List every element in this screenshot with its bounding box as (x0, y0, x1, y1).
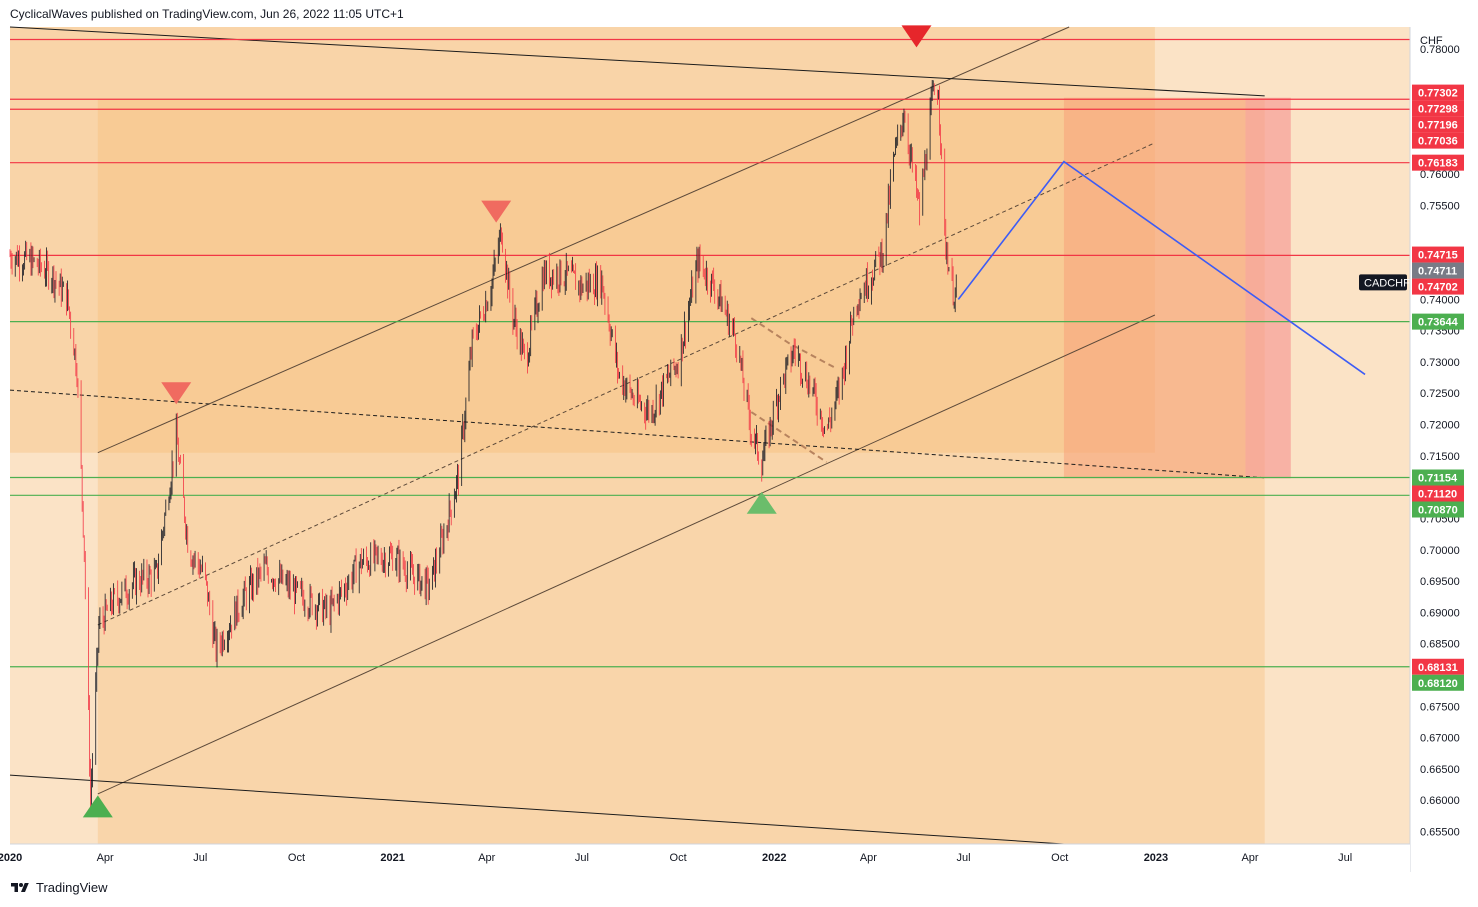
price-label-4: 0.76183 (1418, 158, 1458, 170)
outer-line-1 (9, 774, 1064, 845)
time-tick-14: Jul (1338, 852, 1352, 864)
time-tick-11: Oct (1051, 852, 1068, 864)
price-label-2: 0.77196 (1418, 120, 1458, 132)
footer: TradingView (10, 880, 108, 895)
currency-label: CHF (1420, 35, 1443, 47)
price-tick-19: 0.66000 (1420, 795, 1460, 807)
price-tick-10: 0.71500 (1420, 451, 1460, 463)
marker-up-3 (746, 491, 777, 514)
price-axis-background[interactable] (1410, 27, 1468, 872)
time-tick-7: Oct (670, 852, 687, 864)
projection-path (957, 160, 1366, 376)
price-label-bg-7 (1412, 278, 1464, 295)
channel-upper-line (97, 26, 1070, 454)
time-tick-8: 2022 (762, 852, 786, 864)
pivot-markers (82, 25, 932, 818)
price-tick-3: 0.75500 (1420, 200, 1460, 212)
price-label-bg-6 (1412, 262, 1464, 279)
price-label-13: 0.68120 (1418, 678, 1458, 690)
marker-down-4 (901, 25, 932, 48)
outer-line-0 (9, 26, 1265, 97)
flag-upper (750, 317, 837, 370)
price-label-bg-8 (1412, 313, 1464, 330)
price-tick-7: 0.73000 (1420, 357, 1460, 369)
price-tick-8: 0.72500 (1420, 388, 1460, 400)
price-label-bg-4 (1412, 154, 1464, 171)
symbol-badge-bg (1359, 274, 1407, 291)
symbol-badge: CADCHF (1359, 274, 1410, 291)
projection-line (957, 160, 1366, 376)
price-label-9: 0.71154 (1418, 473, 1458, 485)
horizontal-levels (10, 38, 1410, 668)
target-zone-main (1063, 97, 1246, 479)
price-label-bg-0 (1412, 84, 1464, 101)
price-label-bg-1 (1412, 100, 1464, 117)
time-tick-12: 2023 (1144, 852, 1168, 864)
marker-down-1 (161, 382, 192, 405)
time-axis: 2020 Apr Jul Oct 2021 Apr Jul Oct 2022 Apr Jul Oct 2… (0, 852, 1352, 864)
time-tick-2: Jul (193, 852, 207, 864)
time-tick-6: Jul (575, 852, 589, 864)
channel-middle-line (97, 142, 1156, 626)
channel-lower-line (97, 314, 1156, 795)
price-tick-18: 0.66500 (1420, 764, 1460, 776)
price-label-bg-2 (1412, 116, 1464, 133)
price-label-bg-10 (1412, 485, 1464, 502)
price-label-7: 0.74702 (1418, 282, 1458, 294)
time-tick-10: Jul (957, 852, 971, 864)
publisher-attribution: CyclicalWaves published on TradingView.c… (10, 7, 404, 21)
price-axis: 0.780000.765000.760000.755000.745000.740… (1420, 44, 1460, 839)
price-label-8: 0.73644 (1418, 317, 1459, 329)
price-tick-13: 0.69500 (1420, 576, 1460, 588)
price-label-bg-11 (1412, 501, 1464, 518)
time-tick-4: 2021 (380, 852, 404, 864)
time-tick-13: Apr (1241, 852, 1258, 864)
price-tick-5: 0.74000 (1420, 294, 1460, 306)
flag-lower (750, 411, 828, 463)
price-label-3: 0.77036 (1418, 136, 1458, 148)
time-tick-9: Apr (860, 852, 877, 864)
price-tick-16: 0.67500 (1420, 701, 1460, 713)
footer-brand[interactable]: TradingView (36, 880, 108, 895)
price-label-1: 0.77298 (1418, 104, 1458, 116)
price-label-bg-3 (1412, 132, 1464, 149)
price-label-12: 0.68131 (1418, 662, 1458, 674)
price-tick-20: 0.65500 (1420, 826, 1460, 838)
price-tick-15: 0.68500 (1420, 639, 1460, 651)
marker-down-2 (481, 200, 512, 223)
price-label-bg-9 (1412, 469, 1464, 486)
time-tick-5: Apr (478, 852, 495, 864)
price-label-0: 0.77302 (1418, 88, 1458, 100)
trend-lines (9, 26, 1265, 845)
time-tick-3: Oct (288, 852, 305, 864)
price-label-bg-5 (1412, 246, 1464, 263)
price-label-bg-13 (1412, 674, 1464, 691)
target-zone-edge (1245, 97, 1291, 479)
symbol-badge-text: CADCHF (1364, 277, 1410, 289)
price-tick-2: 0.76000 (1420, 169, 1460, 181)
tradingview-logo-icon[interactable] (10, 881, 30, 895)
price-label-11: 0.70870 (1418, 505, 1458, 517)
price-tick-9: 0.72000 (1420, 420, 1460, 432)
price-candles (9, 79, 957, 811)
price-tick-14: 0.69000 (1420, 607, 1460, 619)
price-label-5: 0.74715 (1418, 250, 1458, 262)
price-label-6: 0.74711 (1418, 266, 1457, 278)
marker-up-0 (82, 795, 113, 818)
target-zone (1063, 97, 1291, 479)
price-tick-12: 0.70000 (1420, 545, 1460, 557)
time-tick-1: Apr (97, 852, 114, 864)
price-tick-0: 0.78000 (1420, 44, 1460, 56)
price-labels: 0.77302 0.77298 0.77196 0.77036 0.76183 0.747… (1412, 84, 1464, 691)
price-label-bg-12 (1412, 658, 1464, 675)
price-label-10: 0.71120 (1418, 489, 1457, 501)
time-axis-background[interactable] (10, 844, 1410, 872)
price-tick-17: 0.67000 (1420, 733, 1460, 745)
time-tick-0: 2020 (0, 852, 22, 864)
